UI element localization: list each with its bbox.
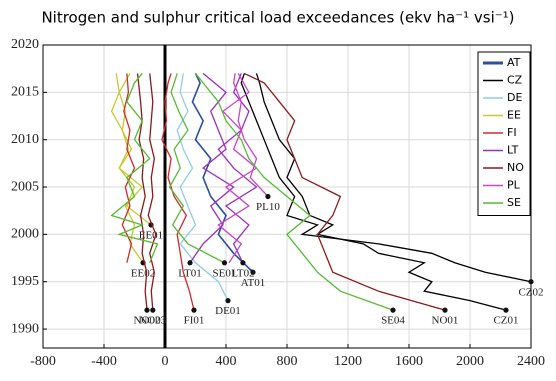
site-label: AT01 [241, 277, 265, 289]
series-line [161, 73, 195, 311]
y-tick-label: 2005 [11, 179, 39, 194]
site-label: EE01 [139, 229, 163, 241]
series-line [110, 72, 159, 264]
chart-title: Nitrogen and sulphur critical load excee… [41, 9, 514, 27]
legend-label: LT [507, 144, 519, 157]
series-line [189, 72, 235, 264]
series-line [176, 73, 229, 301]
site-label: CZ01 [493, 315, 518, 327]
y-tick-label: 2020 [11, 37, 39, 52]
series-line [110, 73, 152, 226]
start-marker [187, 260, 193, 266]
site-label: NO02 [134, 315, 161, 327]
start-marker [191, 307, 197, 313]
start-marker [503, 307, 509, 313]
start-marker [225, 298, 231, 304]
start-marker [390, 307, 396, 313]
series-line [194, 72, 394, 311]
series-line [217, 73, 258, 264]
start-marker [144, 307, 150, 313]
series-line [147, 73, 157, 311]
x-tick-label: 1600 [395, 354, 423, 369]
y-tick-label: 1995 [11, 274, 39, 289]
x-tick-label: 800 [277, 354, 298, 369]
start-marker [221, 260, 228, 266]
x-tick-label: 400 [216, 354, 237, 369]
site-label: LT02 [231, 267, 254, 279]
site-label: LT01 [178, 267, 201, 279]
series-line [191, 73, 254, 273]
start-marker [240, 260, 246, 266]
legend-label: AT [507, 56, 521, 69]
y-tick-label: 2015 [11, 85, 39, 100]
start-marker [150, 307, 156, 313]
legend-label: SE [507, 196, 521, 209]
site-label: DE01 [215, 305, 241, 317]
legend-label: PL [507, 179, 521, 192]
site-label: SE01 [213, 267, 237, 279]
y-tick-label: 2000 [11, 227, 39, 242]
series-line [240, 73, 532, 283]
start-marker [528, 279, 534, 285]
site-label: FI01 [184, 315, 205, 327]
site-label: NO01 [432, 315, 459, 327]
y-tick-label: 2010 [11, 132, 39, 147]
x-tick-label: 2400 [517, 354, 545, 369]
series-line [168, 73, 225, 264]
series-line [255, 73, 507, 311]
site-label: NO03 [139, 315, 166, 327]
y-tick-label: 1990 [11, 321, 39, 336]
x-tick-label: 1200 [334, 354, 362, 369]
legend-label: CZ [507, 74, 523, 87]
site-label: SE04 [381, 315, 405, 327]
site-label: EE02 [131, 267, 155, 279]
x-tick-label: -400 [91, 354, 117, 369]
legend-label: NO [507, 161, 524, 174]
plot-frame [42, 44, 532, 349]
legend-label: FI [507, 126, 517, 139]
series-line [118, 73, 144, 264]
legend-label: DE [507, 91, 522, 104]
legend-label: EE [507, 109, 521, 122]
series-line [244, 72, 446, 311]
start-marker [250, 269, 256, 275]
site-label: CZ02 [518, 286, 543, 298]
site-label: PL10 [256, 201, 280, 213]
x-tick-label: 0 [162, 354, 169, 369]
start-marker [442, 307, 448, 313]
x-tick-label: -800 [30, 354, 56, 369]
x-tick-label: 2000 [456, 354, 484, 369]
start-marker [265, 193, 271, 200]
